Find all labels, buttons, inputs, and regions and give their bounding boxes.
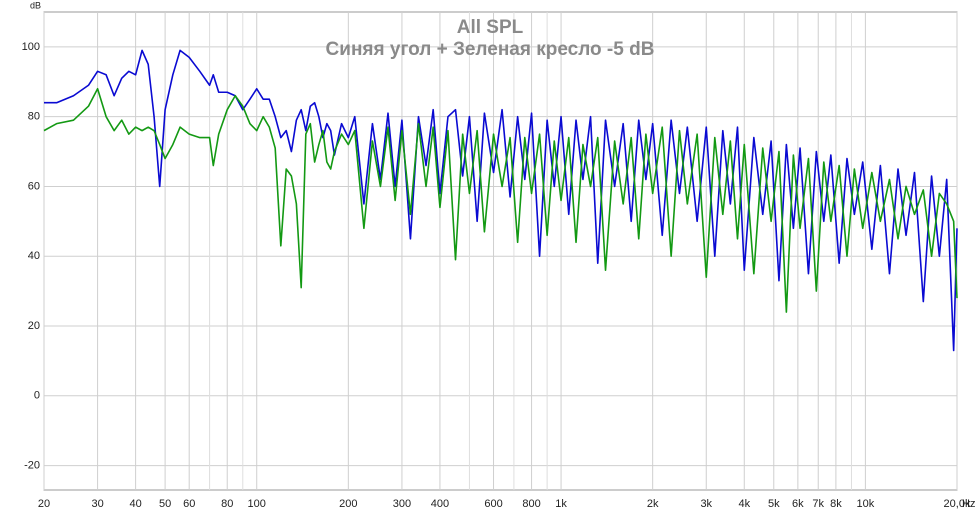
x-tick-label: 10k — [857, 498, 875, 510]
x-tick-label: 400 — [431, 498, 449, 510]
series-line — [44, 49, 958, 352]
grid — [43, 12, 958, 490]
y-tick-label: -20 — [24, 459, 40, 471]
x-tick-label: 5k — [768, 498, 780, 510]
x-tick-label: 3k — [700, 498, 712, 510]
x-unit: Hz — [962, 498, 975, 510]
y-tick-label: 100 — [22, 41, 40, 53]
x-tick-label: 300 — [393, 498, 411, 510]
series-line — [43, 87, 958, 313]
chart-subtitle: Синяя угол + Зеленая кресло -5 dB — [326, 39, 655, 60]
x-tick-label: 2k — [647, 498, 659, 510]
x-tick-label: 30 — [91, 498, 103, 510]
x-tick-label: 60 — [183, 498, 195, 510]
x-tick-label: 6k — [792, 498, 804, 510]
plot-frame — [43, 11, 958, 491]
lines — [43, 49, 958, 352]
y-tick-label: 0 — [34, 390, 40, 402]
x-tick-label: 20 — [38, 498, 50, 510]
x-tick-label: 1k — [555, 498, 567, 510]
y-tick-label: 80 — [28, 111, 40, 123]
y-tick-label: 60 — [28, 180, 40, 192]
y-axis-label: dB — [30, 0, 41, 10]
x-tick-label: 40 — [129, 498, 141, 510]
x-tick-label: 80 — [221, 498, 233, 510]
x-tick-label: 50 — [159, 498, 171, 510]
x-tick-label: 20,0k — [944, 498, 971, 510]
x-tick-label: 600 — [484, 498, 502, 510]
x-tick-label: 7k — [812, 498, 824, 510]
y-tick-label: 40 — [28, 250, 40, 262]
x-tick-label: 800 — [522, 498, 540, 510]
y-tick-label: 20 — [28, 320, 40, 332]
x-tick-label: 200 — [339, 498, 357, 510]
x-tick-label: 8k — [830, 498, 842, 510]
chart-title: All SPL — [457, 17, 524, 38]
x-tick-label: 4k — [738, 498, 750, 510]
x-tick-label: 100 — [248, 498, 266, 510]
